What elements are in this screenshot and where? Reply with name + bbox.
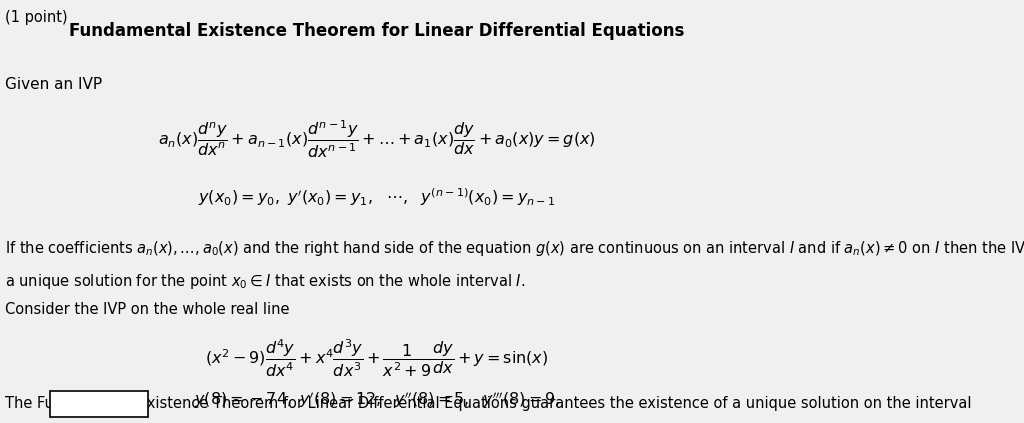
Text: $a_n(x)\dfrac{d^ny}{dx^n} + a_{n-1}(x)\dfrac{d^{n-1}y}{dx^{n-1}} + \ldots + a_1(: $a_n(x)\dfrac{d^ny}{dx^n} + a_{n-1}(x)\d… (158, 119, 596, 160)
Text: $y(x_0) = y_0, \ y^{\prime}(x_0) = y_1, \ \ \cdots, \ \ y^{(n-1)}(x_0) = y_{n-1}: $y(x_0) = y_0, \ y^{\prime}(x_0) = y_1, … (198, 186, 555, 208)
Text: $y(8) = -74, \ y^{\prime}(8) = 12, \ \ y^{\prime\prime}(8) = 5, \ \ y^{\prime\pr: $y(8) = -74, \ y^{\prime}(8) = 12, \ \ y… (194, 390, 560, 410)
Text: If the coefficients $a_n(x),\ldots,a_0(x)$ and the right hand side of the equati: If the coefficients $a_n(x),\ldots,a_0(x… (5, 239, 1024, 258)
Text: $(x^2 - 9)\dfrac{d^4y}{dx^4} + x^4\dfrac{d^3y}{dx^3} + \dfrac{1}{x^2+9}\dfrac{dy: $(x^2 - 9)\dfrac{d^4y}{dx^4} + x^4\dfrac… (205, 338, 548, 379)
Text: a unique solution for the point $x_0 \in I$ that exists on the whole interval $I: a unique solution for the point $x_0 \in… (5, 272, 525, 291)
Text: Fundamental Existence Theorem for Linear Differential Equations: Fundamental Existence Theorem for Linear… (69, 22, 684, 41)
Text: Consider the IVP on the whole real line: Consider the IVP on the whole real line (5, 302, 290, 317)
Text: (1 point): (1 point) (5, 10, 68, 25)
FancyBboxPatch shape (50, 391, 147, 417)
Text: The Fundamental Existence Theorem for Linear Differential Equations guarantees t: The Fundamental Existence Theorem for Li… (5, 396, 972, 411)
Text: Given an IVP: Given an IVP (5, 77, 102, 92)
